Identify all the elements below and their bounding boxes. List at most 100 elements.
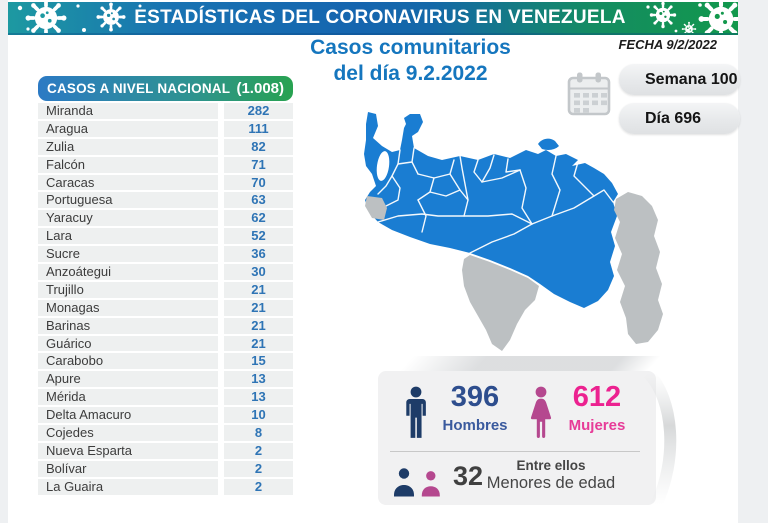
state-cases: 10 xyxy=(224,407,293,424)
state-cases: 21 xyxy=(224,317,293,334)
women-count: 612 xyxy=(572,381,622,413)
state-cases: 30 xyxy=(224,264,293,280)
map-inactive-east xyxy=(614,192,663,344)
state-cases: 82 xyxy=(224,138,293,155)
table-row: Delta Amacuro 10 xyxy=(38,407,293,424)
minors-count: 32 xyxy=(452,461,484,491)
state-cases: 13 xyxy=(224,389,293,406)
calendar-icon xyxy=(566,70,612,123)
divider-line xyxy=(390,451,640,452)
men-count: 396 xyxy=(450,381,500,413)
table-row: Caracas 70 xyxy=(38,174,293,191)
subtitle-line1: Casos comunitarios xyxy=(310,36,511,59)
table-row: Cojedes 8 xyxy=(38,425,293,441)
week-badge: Semana 100 xyxy=(619,64,740,95)
state-name: Trujillo xyxy=(38,281,218,298)
page-title: ESTADÍSTICAS DEL CORONAVIRUS EN VENEZUEL… xyxy=(134,7,626,28)
map-inactive-west xyxy=(365,196,387,220)
state-cases: 62 xyxy=(224,210,293,227)
table-total: (1.008) xyxy=(236,80,284,97)
state-cases: 2 xyxy=(224,478,293,495)
table-row: Lara 52 xyxy=(38,228,293,245)
state-cases: 8 xyxy=(224,425,293,441)
table-title: CASOS A NIVEL NACIONAL xyxy=(47,81,231,96)
state-cases: 70 xyxy=(224,174,293,191)
women-label: Mujeres xyxy=(568,417,626,434)
state-name: Sucre xyxy=(38,246,218,263)
state-cases: 21 xyxy=(224,335,293,352)
state-name: Mérida xyxy=(38,389,218,406)
table-row: Carabobo 15 xyxy=(38,353,293,370)
map-inactive-south xyxy=(462,255,539,351)
minors-icons xyxy=(394,468,440,497)
state-name: Nueva Esparta xyxy=(38,442,218,459)
state-cases: 2 xyxy=(224,460,293,477)
state-cases: 63 xyxy=(224,192,293,209)
table-row: Sucre 36 xyxy=(38,246,293,263)
subtitle: Casos comunitarios del día 9.2.2022 xyxy=(278,35,543,88)
state-name: Miranda xyxy=(38,103,218,119)
table-row: Barinas 21 xyxy=(38,317,293,334)
table-row: Miranda 282 xyxy=(38,103,293,119)
table-row: Zulia 82 xyxy=(38,138,293,155)
table-row: Apure 13 xyxy=(38,371,293,388)
table-row: Aragua 111 xyxy=(38,120,293,137)
state-name: Bolívar xyxy=(38,460,218,477)
map-island xyxy=(538,138,559,150)
table-header: CASOS A NIVEL NACIONAL (1.008) xyxy=(38,76,293,101)
state-name: Delta Amacuro xyxy=(38,407,218,424)
table-row: Bolívar 2 xyxy=(38,460,293,477)
table-row: Anzoátegui 30 xyxy=(38,264,293,280)
table-row: Guárico 21 xyxy=(38,335,293,352)
state-name: Falcón xyxy=(38,156,218,173)
state-name: Guárico xyxy=(38,335,218,352)
subtitle-line2: del día 9.2.2022 xyxy=(333,62,488,86)
state-cases: 71 xyxy=(224,156,293,173)
state-name: Apure xyxy=(38,371,218,388)
state-name: Portuguesa xyxy=(38,192,218,209)
man-icon xyxy=(406,386,426,438)
state-name: Caracas xyxy=(38,174,218,191)
virus-decoration-icons xyxy=(17,2,738,33)
demographics-panel: 396 Hombres 612 Mujeres 32 xyxy=(378,368,677,508)
day-badge: Día 696 xyxy=(619,103,740,134)
minors-label-bottom: Menores de edad xyxy=(486,474,616,492)
state-name: Yaracuy xyxy=(38,210,218,227)
state-cases: 15 xyxy=(224,353,293,370)
state-name: Cojedes xyxy=(38,425,218,441)
state-cases: 52 xyxy=(224,228,293,245)
table-row: Falcón 71 xyxy=(38,156,293,173)
state-name: Zulia xyxy=(38,138,218,155)
state-cases: 282 xyxy=(224,103,293,119)
state-cases: 2 xyxy=(224,442,293,459)
table-row: Mérida 13 xyxy=(38,389,293,406)
state-cases: 21 xyxy=(224,281,293,298)
table-row: Trujillo 21 xyxy=(38,281,293,298)
state-name: Aragua xyxy=(38,120,218,137)
page-curl-decoration xyxy=(644,368,677,508)
venezuela-map xyxy=(342,104,678,371)
header-bar: ESTADÍSTICAS DEL CORONAVIRUS EN VENEZUEL… xyxy=(8,2,738,35)
table-row: Yaracuy 62 xyxy=(38,210,293,227)
state-name: Anzoátegui xyxy=(38,264,218,280)
cases-table: Miranda 282 Aragua 111 Zulia 82 Falcón 7… xyxy=(38,103,293,495)
minors-labels: Entre ellos Menores de edad xyxy=(476,458,626,493)
men-label: Hombres xyxy=(442,417,508,434)
state-name: Monagas xyxy=(38,299,218,316)
state-name: Lara xyxy=(38,228,218,245)
content-card: ESTADÍSTICAS DEL CORONAVIRUS EN VENEZUEL… xyxy=(8,0,740,523)
state-cases: 21 xyxy=(224,299,293,316)
table-row: Monagas 21 xyxy=(38,299,293,316)
minors-label-top: Entre ellos xyxy=(516,458,586,473)
table-row: Portuguesa 63 xyxy=(38,192,293,209)
woman-icon xyxy=(530,386,552,438)
state-name: La Guaira xyxy=(38,478,218,495)
state-cases: 13 xyxy=(224,371,293,388)
table-row: Nueva Esparta 2 xyxy=(38,442,293,459)
state-name: Carabobo xyxy=(38,353,218,370)
date-label: FECHA 9/2/2022 xyxy=(618,37,717,52)
state-cases: 36 xyxy=(224,246,293,263)
state-name: Barinas xyxy=(38,317,218,334)
table-row: La Guaira 2 xyxy=(38,478,293,495)
